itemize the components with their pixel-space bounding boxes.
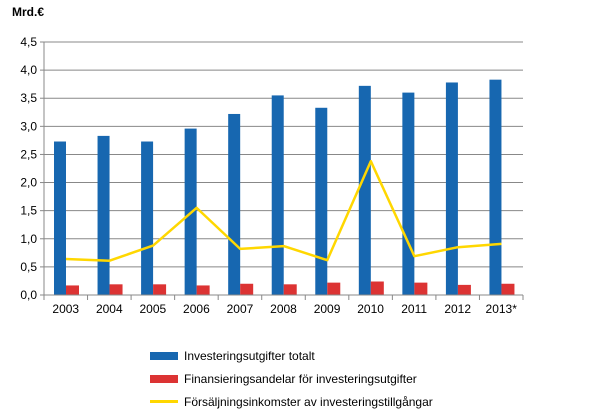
- x-tick-label: 2003: [52, 302, 79, 316]
- legend-swatch-yellow: [150, 400, 178, 403]
- bar-red-2009: [327, 282, 341, 295]
- legend-item-forsaljningsinkomster: Försäljningsinkomster av investeringstil…: [150, 390, 433, 413]
- y-tick-label: 1,5: [20, 204, 37, 218]
- bar-red-2008: [283, 284, 297, 295]
- y-axis-unit-label: Mrd.€: [12, 5, 45, 19]
- legend-swatch-blue: [150, 351, 178, 360]
- y-tick-label: 3,5: [20, 91, 37, 105]
- bar-red-2007: [240, 283, 254, 295]
- bar-2010: [358, 85, 371, 295]
- y-tick-label: 4,5: [20, 35, 37, 49]
- bar-2013*: [489, 79, 502, 296]
- legend-label: Försäljningsinkomster av investeringstil…: [184, 394, 433, 409]
- legend-item-finansieringsandelar: Finansieringsandelar för investeringsutg…: [150, 367, 433, 390]
- legend-label: Investeringsutgifter totalt: [184, 348, 315, 363]
- legend-item-investeringsutgifter: Investeringsutgifter totalt: [150, 344, 433, 367]
- y-tick-label: 0,5: [20, 260, 37, 274]
- x-tick-label: 2013*: [486, 302, 518, 316]
- x-tick-label: 2012: [444, 302, 471, 316]
- bar-red-2004: [109, 284, 123, 295]
- chart: 0,0 0,5 1,0 1,5 2,0 2,5 3,0 3,5 4,0 4,5 2003 2004 20…: [20, 35, 524, 316]
- x-tick-label: 2004: [96, 302, 123, 316]
- x-tick-label: 2009: [314, 302, 341, 316]
- bar-2008: [271, 95, 284, 296]
- bar-red-2010: [370, 281, 384, 295]
- y-tick-label: 2,0: [20, 176, 37, 190]
- x-tick-label: 2008: [270, 302, 297, 316]
- bar-red-2011: [414, 282, 428, 295]
- bar-2009: [315, 107, 328, 295]
- y-tick-label: 2,5: [20, 147, 37, 161]
- bar-2005: [141, 141, 154, 295]
- bar-red-2005: [153, 284, 167, 295]
- bar-2003: [54, 141, 66, 295]
- x-tick-label: 2010: [357, 302, 384, 316]
- legend-swatch-red: [150, 374, 178, 383]
- legend-label: Finansieringsandelar för investeringsutg…: [184, 371, 417, 386]
- x-tick-label: 2005: [140, 302, 167, 316]
- x-tick-label: 2006: [183, 302, 210, 316]
- y-tick-label: 4,0: [20, 63, 37, 77]
- y-tick-label: 1,0: [20, 232, 37, 246]
- bar-2011: [402, 92, 415, 295]
- x-tick-label: 2007: [227, 302, 254, 316]
- y-tick-label: 3,0: [20, 119, 37, 133]
- bar-red-2003: [66, 285, 79, 295]
- x-tick-label: 2011: [401, 302, 427, 316]
- line-series: [65, 159, 502, 262]
- bar-2012: [445, 82, 458, 295]
- y-tick-label: 0,0: [20, 288, 37, 302]
- bar-red-2012: [457, 284, 471, 295]
- legend: Investeringsutgifter totalt Finansiering…: [150, 344, 433, 413]
- bar-red-2013*: [501, 283, 515, 295]
- bar-red-2006: [196, 285, 210, 295]
- bar-2004: [97, 135, 110, 295]
- bar-2007: [228, 113, 241, 295]
